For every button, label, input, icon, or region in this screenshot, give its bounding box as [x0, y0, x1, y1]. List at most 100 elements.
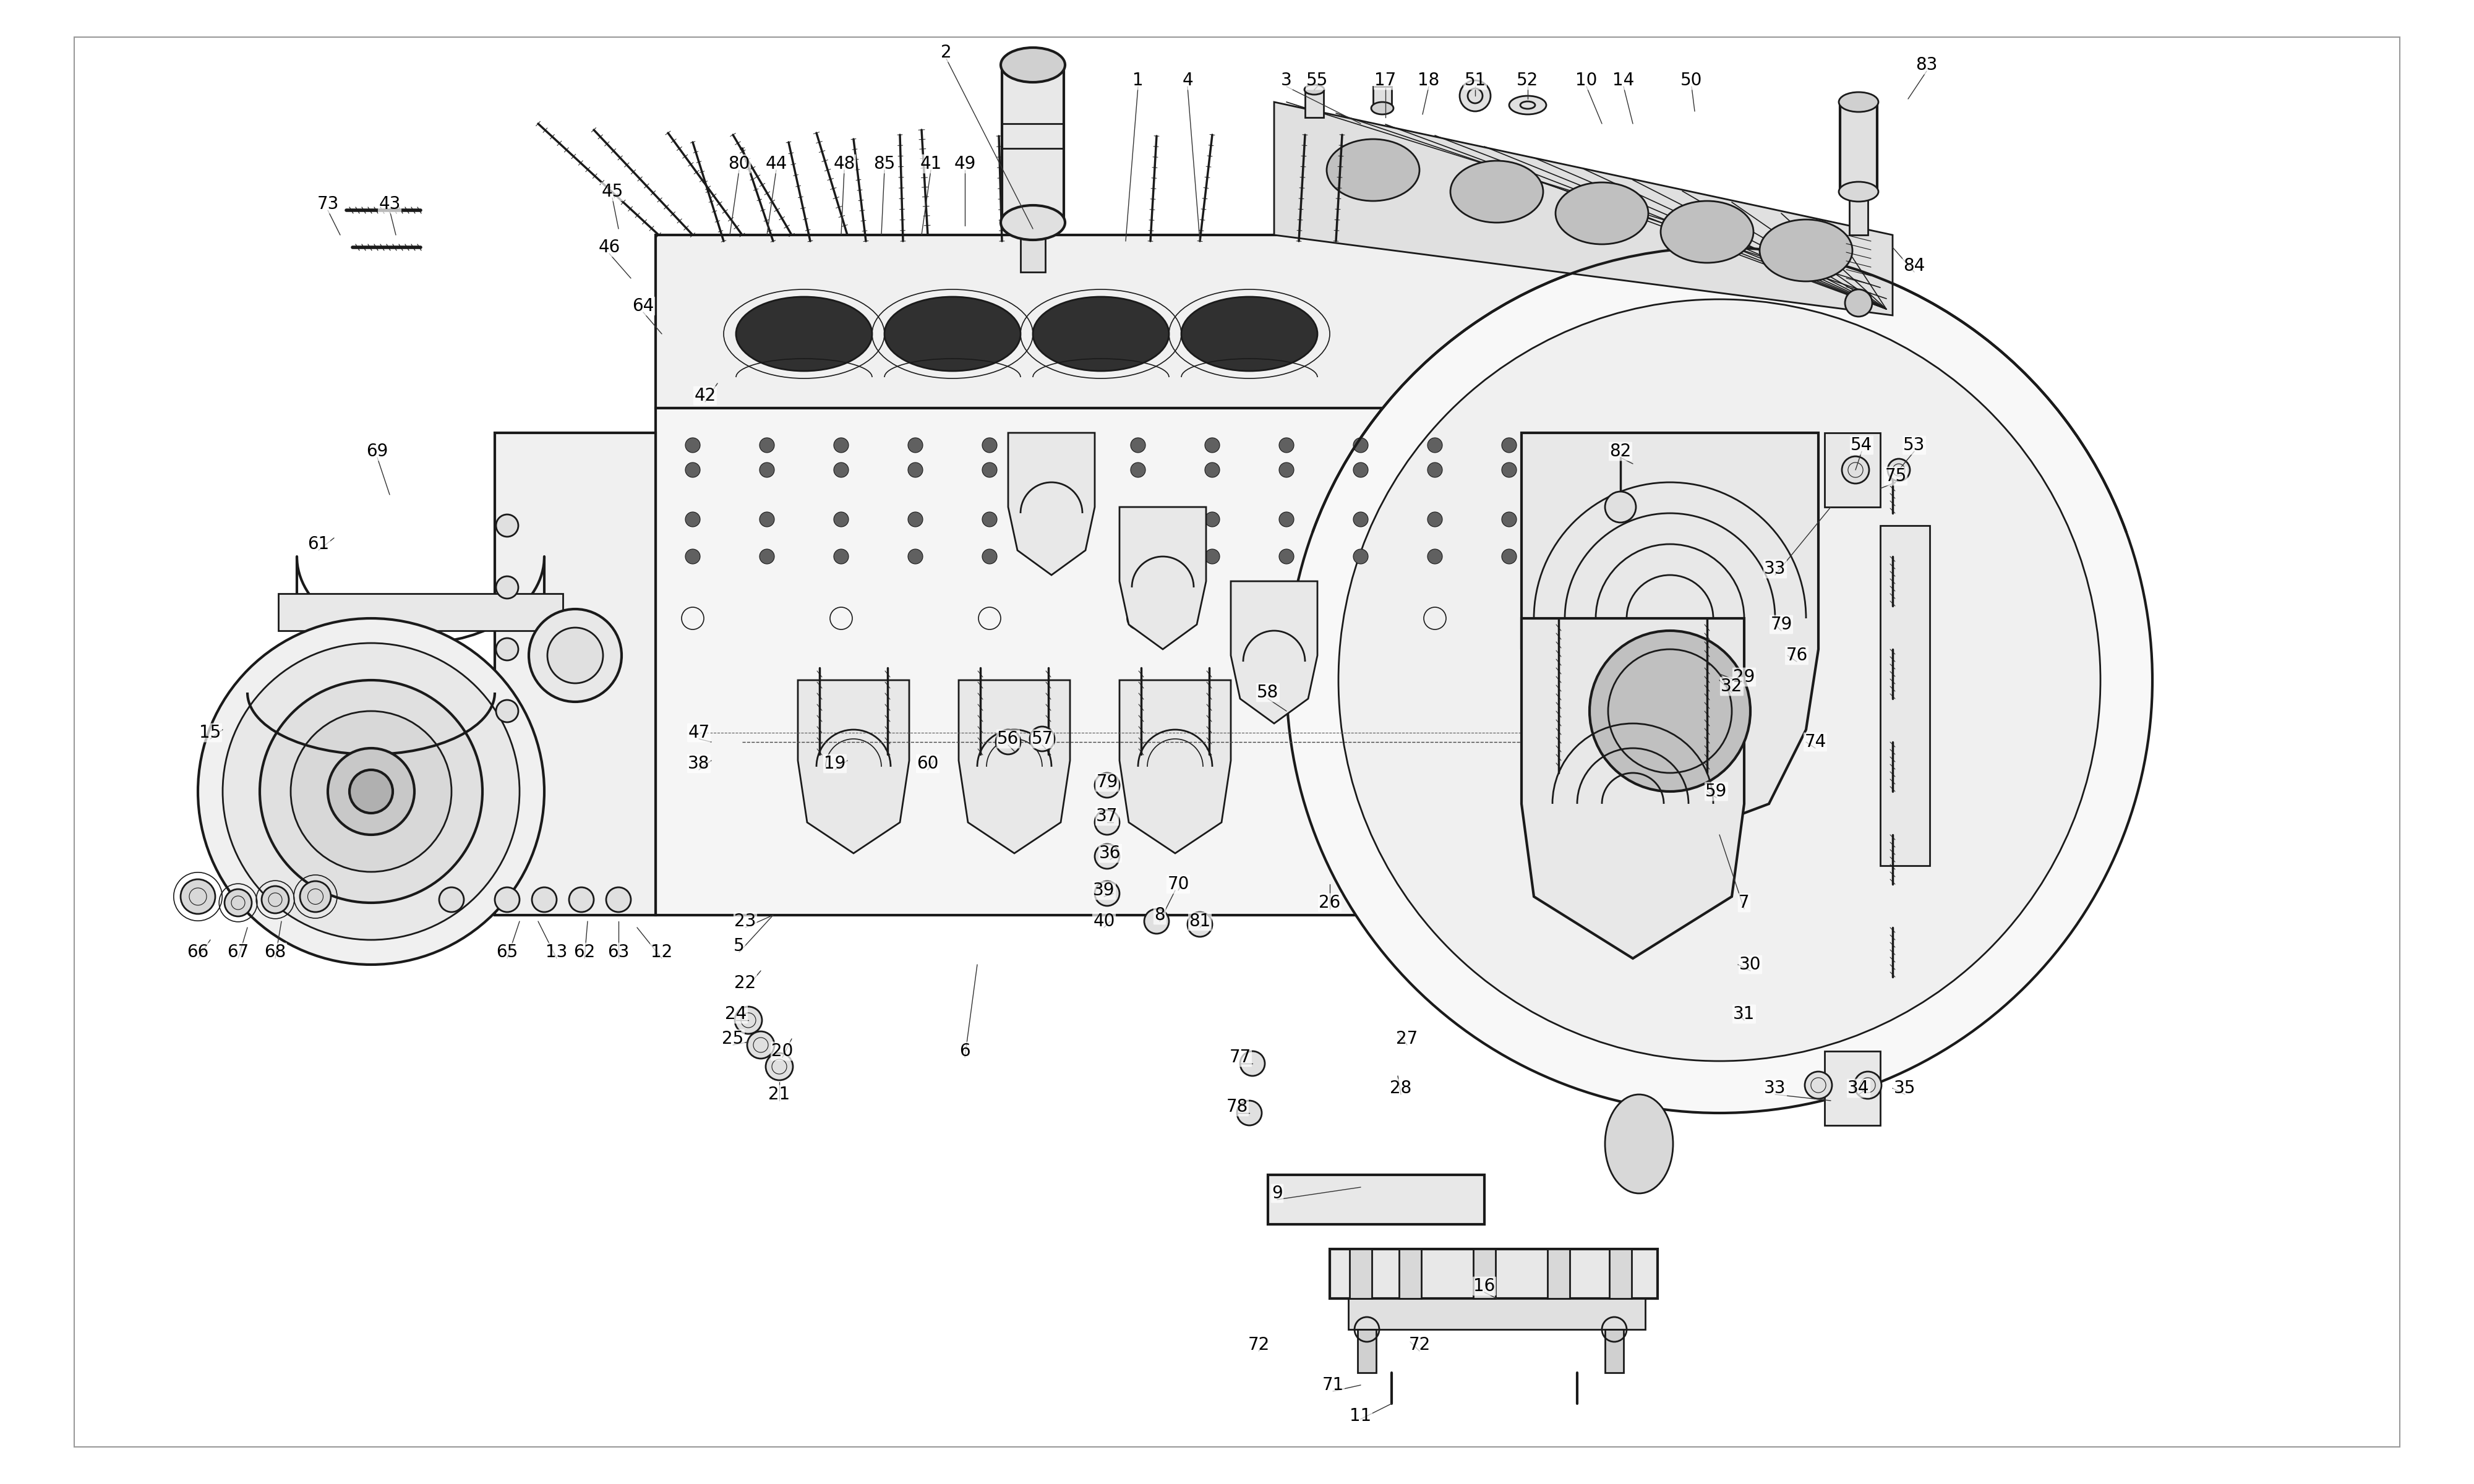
Circle shape	[1650, 512, 1665, 527]
Ellipse shape	[999, 205, 1064, 240]
Circle shape	[223, 643, 520, 939]
Circle shape	[1353, 549, 1368, 564]
Polygon shape	[495, 433, 656, 916]
Text: 50: 50	[1680, 71, 1702, 89]
Circle shape	[1502, 463, 1517, 478]
Text: 81: 81	[1190, 913, 1210, 930]
Ellipse shape	[1034, 297, 1170, 371]
Circle shape	[1056, 512, 1071, 527]
Circle shape	[1094, 881, 1118, 905]
Text: 53: 53	[1903, 436, 1925, 454]
Text: 71: 71	[1321, 1377, 1343, 1393]
Text: 70: 70	[1168, 876, 1190, 893]
Text: 43: 43	[379, 196, 401, 212]
Text: 3: 3	[1282, 71, 1291, 89]
Circle shape	[1205, 438, 1220, 453]
Polygon shape	[1267, 1175, 1484, 1224]
Circle shape	[1188, 913, 1212, 936]
Circle shape	[495, 887, 520, 913]
Circle shape	[1806, 1071, 1831, 1098]
Circle shape	[1056, 463, 1071, 478]
Text: 72: 72	[1247, 1336, 1269, 1353]
Text: 79: 79	[1771, 616, 1791, 634]
Polygon shape	[960, 680, 1069, 853]
Text: 82: 82	[1611, 442, 1630, 460]
Circle shape	[495, 638, 520, 660]
Text: 30: 30	[1739, 956, 1761, 974]
Ellipse shape	[1759, 220, 1853, 282]
Circle shape	[1131, 438, 1145, 453]
Text: 66: 66	[188, 944, 208, 962]
Text: 84: 84	[1903, 257, 1925, 275]
Circle shape	[1131, 463, 1145, 478]
Circle shape	[1427, 549, 1442, 564]
Text: 73: 73	[317, 196, 339, 212]
Text: 46: 46	[599, 239, 621, 255]
Text: 16: 16	[1475, 1278, 1494, 1294]
Circle shape	[1131, 512, 1145, 527]
Circle shape	[262, 886, 289, 913]
Text: 40: 40	[1094, 913, 1116, 930]
Polygon shape	[1400, 1250, 1420, 1298]
Polygon shape	[1348, 1298, 1645, 1330]
Circle shape	[529, 608, 621, 702]
Text: 58: 58	[1257, 684, 1279, 700]
Ellipse shape	[1838, 181, 1878, 202]
Text: 12: 12	[651, 944, 673, 962]
Text: 23: 23	[735, 913, 757, 930]
Circle shape	[495, 515, 520, 537]
Text: 4: 4	[1183, 71, 1192, 89]
Ellipse shape	[1556, 183, 1648, 245]
Circle shape	[1846, 289, 1873, 316]
Text: 61: 61	[307, 536, 329, 552]
Text: 56: 56	[997, 730, 1019, 748]
Circle shape	[767, 1054, 792, 1080]
Circle shape	[1888, 459, 1910, 481]
Circle shape	[1279, 463, 1294, 478]
Circle shape	[1650, 463, 1665, 478]
Ellipse shape	[1304, 85, 1324, 95]
Text: 69: 69	[366, 442, 388, 460]
Circle shape	[908, 512, 923, 527]
Text: 15: 15	[200, 724, 220, 742]
Circle shape	[260, 680, 482, 902]
Text: 45: 45	[601, 183, 623, 200]
Ellipse shape	[1509, 96, 1546, 114]
Text: 1: 1	[1133, 71, 1143, 89]
Circle shape	[1131, 549, 1145, 564]
Ellipse shape	[1326, 139, 1420, 200]
Ellipse shape	[1450, 160, 1544, 223]
Text: 78: 78	[1227, 1098, 1247, 1116]
Text: 6: 6	[960, 1042, 970, 1060]
Circle shape	[908, 549, 923, 564]
Circle shape	[225, 889, 252, 916]
Text: 85: 85	[873, 156, 896, 172]
Circle shape	[1239, 1051, 1264, 1076]
Circle shape	[1279, 438, 1294, 453]
Circle shape	[1460, 80, 1489, 111]
Circle shape	[908, 463, 923, 478]
Text: 48: 48	[834, 156, 856, 172]
Polygon shape	[1358, 1330, 1376, 1373]
Text: 51: 51	[1465, 71, 1487, 89]
Circle shape	[1056, 549, 1071, 564]
Text: 14: 14	[1613, 71, 1635, 89]
Text: 34: 34	[1848, 1080, 1870, 1097]
Circle shape	[1841, 457, 1870, 484]
Text: 47: 47	[688, 724, 710, 742]
Polygon shape	[1475, 1250, 1494, 1298]
Polygon shape	[656, 408, 1687, 916]
Circle shape	[547, 628, 604, 683]
Text: 54: 54	[1851, 436, 1873, 454]
Text: 76: 76	[1786, 647, 1808, 665]
Circle shape	[982, 549, 997, 564]
Circle shape	[1143, 908, 1170, 933]
Polygon shape	[1274, 102, 1893, 315]
Text: 63: 63	[609, 944, 628, 962]
Circle shape	[995, 730, 1022, 754]
Text: 62: 62	[574, 944, 596, 962]
Circle shape	[834, 549, 849, 564]
Text: 18: 18	[1418, 71, 1440, 89]
Circle shape	[1427, 438, 1442, 453]
Circle shape	[1338, 300, 2100, 1061]
